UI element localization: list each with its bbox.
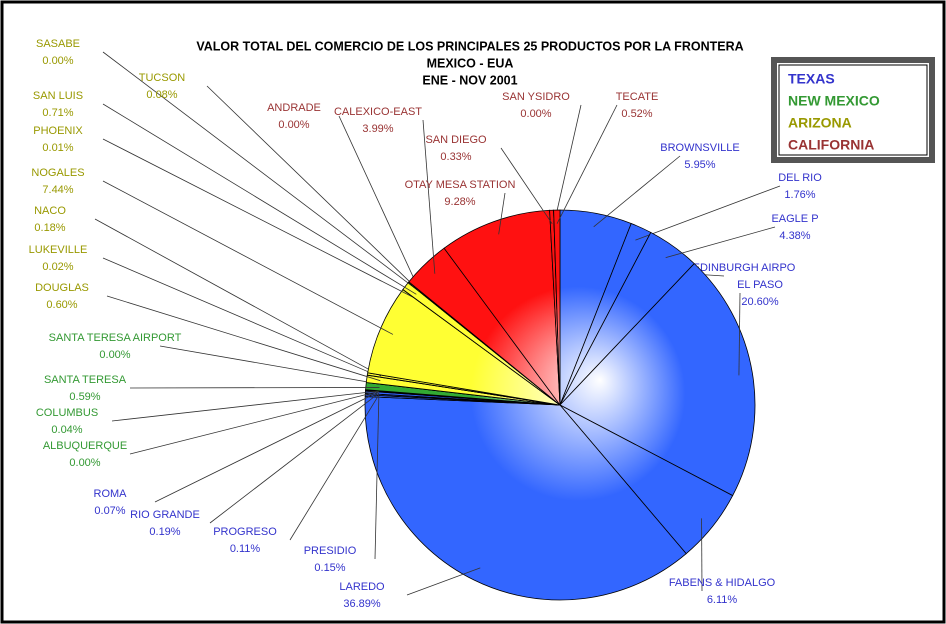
slice-label: DOUGLAS [35,282,89,294]
slice-label: RIO GRANDE [130,509,200,521]
slice-value: 5.95% [684,159,715,171]
slice-label: OTAY MESA STATION [405,179,516,191]
slice-value: 0.00% [520,108,551,120]
pie-slice [443,209,561,407]
slice-value: 0.04% [51,424,82,436]
slice-value: 0.71% [42,107,73,119]
slice-label: COLUMBUS [36,407,98,419]
chart-subtitle: ENE - NOV 2001 [422,73,517,87]
leader-line [593,155,681,228]
slice-label: ANDRADE [267,102,321,114]
slice-value: 0.00% [42,55,73,67]
leader-line [556,104,618,224]
slice-value: 36.89% [343,598,381,610]
slice-value: 0.15% [314,562,345,574]
slice-label: SANTA TERESA AIRPORT [49,332,182,344]
leader-line [154,391,380,503]
slice-value: 0.00% [278,119,309,131]
slice-value: 0.59% [69,391,100,403]
legend-box-inner [778,64,928,156]
slice-value: 20.60% [741,296,779,308]
slice-label: SAN DIEGO [425,134,487,146]
slice-label: PROGRESO [213,526,277,538]
slice-label: EAGLE P [771,213,818,225]
slice-label: DEL RIO [778,172,822,184]
slice-value: 0.02% [42,261,73,273]
slice-label: LAREDO [339,581,385,593]
slice-label: SANTA TERESA [44,374,127,386]
leader-line [129,390,380,455]
slice-value: 0.00% [69,457,100,469]
slice-label: FABENS & HIDALGO [669,577,776,589]
legend-label: TEXAS [788,71,835,87]
slice-label: SASABE [36,38,80,50]
slice-value: 0.33% [440,151,471,163]
slice-label: NACO [34,205,66,217]
pie-slice [364,396,687,601]
legend-box [771,57,935,163]
leader-line [129,387,380,389]
pie-slice [553,209,561,406]
leader-line [338,115,420,291]
leader-line [106,295,381,382]
slice-value: 0.07% [94,505,125,517]
slice-value: 6.11% [707,594,738,606]
leader-line [422,119,436,274]
slice-label: ALBUQUERQUE [43,440,127,452]
slice-value: 0.11% [230,543,261,555]
slice-label: ROMA [94,488,128,500]
legend-label: ARIZONA [788,115,852,131]
leader-line [738,292,741,376]
slice-label: PRESIDIO [304,545,357,557]
leader-line [206,85,420,292]
slice-label: EDINBURGH AIRPO [693,262,796,274]
leader-line [289,394,380,541]
slice-label: NOGALES [31,167,84,179]
leader-line [374,396,380,560]
slice-label: EL PASO [737,279,783,291]
leader-line [102,180,394,335]
slice-value: 0.19% [149,526,180,538]
slice-value: 0.18% [34,222,65,234]
slice-value: 1.76% [784,189,815,201]
leader-line [553,104,582,224]
leader-line [102,51,420,292]
leader-line [102,103,417,295]
slice-label: PHOENIX [33,125,83,137]
slice-value: 0.00% [99,349,130,361]
leader-line [94,218,382,377]
leader-line [406,567,481,596]
slice-label: CALEXICO-EAST [334,106,422,118]
slice-value: 9.28% [444,196,475,208]
leader-line [111,390,380,422]
slice-value: 7.44% [42,184,73,196]
slice-value: 3.99% [362,123,393,135]
legend-label: CALIFORNIA [788,137,874,153]
leader-line [500,147,553,225]
slice-value: 0.01% [42,142,73,154]
slice-value: 0.52% [621,108,652,120]
slice-value: 0.08% [146,89,177,101]
pie-slice [559,263,756,497]
legend-label: NEW MEXICO [788,93,880,109]
slice-label: BROWNSVILLE [660,142,739,154]
leader-line [498,192,506,235]
leader-line [102,138,415,298]
slice-label: LUKEVILLE [29,244,88,256]
leader-line [102,257,381,378]
slice-label: TECATE [616,91,659,103]
slice-label: TUCSON [139,72,186,84]
slice-label: SAN YSIDRO [502,91,570,103]
leader-line [159,345,380,385]
chart-subtitle: MEXICO - EUA [427,56,514,70]
slice-value: 0.60% [46,299,77,311]
chart-title: VALOR TOTAL DEL COMERCIO DE LOS PRINCIPA… [196,39,743,53]
leader-line [635,185,781,241]
slice-value: 4.38% [779,230,810,242]
leader-line [209,392,380,524]
leader-line [665,226,776,259]
slice-label: SAN LUIS [33,90,83,102]
